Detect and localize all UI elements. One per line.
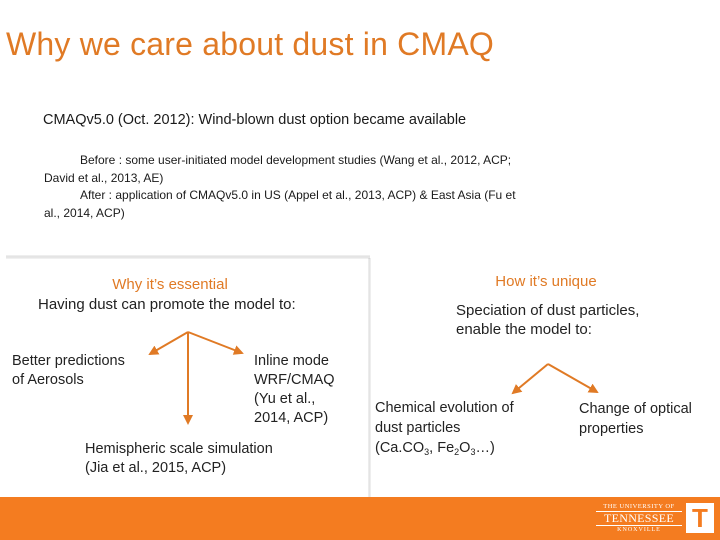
vertical-divider — [368, 258, 371, 498]
footer-bar: THE UNIVERSITY OF TENNESSEE KNOXVILLE T — [0, 497, 720, 540]
power-t-icon: T — [686, 503, 714, 533]
logo-line-2: TENNESSEE — [596, 511, 682, 526]
left-item-inline-line-4: 2014, ACP) — [254, 410, 329, 426]
after-line-1: After : application of CMAQv5.0 in US (A… — [80, 188, 516, 202]
left-item-inline-line-1: Inline mode — [254, 353, 329, 369]
arrow-to-chemical — [511, 363, 549, 395]
left-item-aerosols: Better predictions of Aerosols — [12, 352, 125, 390]
right-item-optical: Change of optical properties — [579, 399, 692, 439]
right-item-optical-line-2: properties — [579, 421, 644, 437]
logo-line-1: THE UNIVERSITY OF — [603, 503, 675, 510]
right-intro: Speciation of dust particles, enable the… — [456, 301, 639, 339]
left-item-inline-line-3: (Yu et al., — [254, 391, 316, 407]
right-item-chemical-line-2: dust particles — [375, 420, 461, 436]
right-item-chemical-line-1: Chemical evolution of — [375, 400, 514, 416]
left-item-inline-line-2: WRF/CMAQ — [254, 372, 335, 388]
right-heading: How it’s unique — [495, 273, 597, 290]
left-item-aerosols-line-2: of Aerosols — [12, 372, 84, 388]
left-item-aerosols-line-1: Better predictions — [12, 353, 125, 369]
logo-line-3: KNOXVILLE — [617, 527, 661, 533]
before-line-2: David et al., 2013, AE) — [44, 170, 164, 185]
arrow-to-aerosols — [148, 331, 189, 356]
left-item-hemispheric-line-1: Hemispheric scale simulation — [85, 441, 273, 457]
before-after-paragraph: Before : some user-initiated model devel… — [44, 152, 644, 222]
right-item-chemical-species: (Ca.CO3, Fe2O3…) — [375, 440, 495, 457]
right-intro-line-2: enable the model to: — [456, 321, 592, 338]
before-line-1: Before : some user-initiated model devel… — [80, 153, 512, 167]
slide-title: Why we care about dust in CMAQ — [6, 26, 494, 62]
arrow-to-inline — [187, 331, 244, 355]
after-line-2: al., 2014, ACP) — [44, 205, 125, 220]
arrow-to-optical — [547, 363, 599, 393]
left-item-hemispheric-line-2: (Jia et al., 2015, ACP) — [85, 460, 227, 476]
university-logo: THE UNIVERSITY OF TENNESSEE KNOXVILLE T — [594, 501, 716, 536]
left-item-inline: Inline mode WRF/CMAQ (Yu et al., 2014, A… — [254, 352, 335, 428]
right-item-chemical: Chemical evolution of dust particles (Ca… — [375, 398, 514, 458]
left-heading: Why it’s essential — [112, 276, 228, 293]
horizontal-divider — [6, 255, 370, 259]
left-item-hemispheric: Hemispheric scale simulation (Jia et al.… — [85, 440, 273, 478]
right-arrows — [511, 363, 599, 395]
right-item-optical-line-1: Change of optical — [579, 401, 692, 417]
left-arrows — [148, 331, 244, 425]
slide-subtitle: CMAQv5.0 (Oct. 2012): Wind-blown dust op… — [43, 112, 467, 128]
right-intro-line-1: Speciation of dust particles, — [456, 302, 640, 319]
left-intro: Having dust can promote the model to: — [38, 296, 296, 313]
